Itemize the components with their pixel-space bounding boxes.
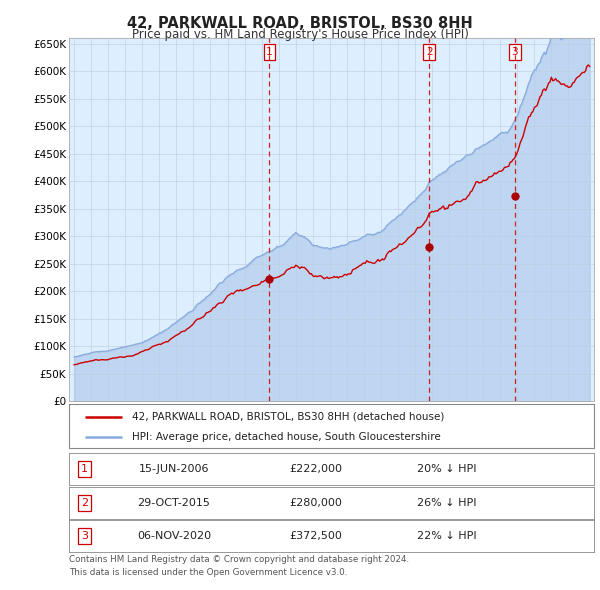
Text: 06-NOV-2020: 06-NOV-2020 [137,532,211,541]
Text: Price paid vs. HM Land Registry's House Price Index (HPI): Price paid vs. HM Land Registry's House … [131,28,469,41]
Text: 1: 1 [266,47,273,57]
Text: 26% ↓ HPI: 26% ↓ HPI [417,498,477,507]
Text: 3: 3 [511,47,518,57]
Text: This data is licensed under the Open Government Licence v3.0.: This data is licensed under the Open Gov… [69,568,347,577]
Text: 42, PARKWALL ROAD, BRISTOL, BS30 8HH: 42, PARKWALL ROAD, BRISTOL, BS30 8HH [127,16,473,31]
Text: 15-JUN-2006: 15-JUN-2006 [139,464,209,474]
Text: 1: 1 [81,464,88,474]
Text: £280,000: £280,000 [289,498,342,507]
Text: HPI: Average price, detached house, South Gloucestershire: HPI: Average price, detached house, Sout… [132,432,441,442]
Text: 20% ↓ HPI: 20% ↓ HPI [417,464,477,474]
Text: 2: 2 [426,47,433,57]
Text: £372,500: £372,500 [289,532,342,541]
Text: 3: 3 [81,532,88,541]
Text: 2: 2 [81,498,88,507]
Text: 22% ↓ HPI: 22% ↓ HPI [417,532,477,541]
Text: 29-OCT-2015: 29-OCT-2015 [137,498,211,507]
Text: Contains HM Land Registry data © Crown copyright and database right 2024.: Contains HM Land Registry data © Crown c… [69,555,409,564]
Text: £222,000: £222,000 [289,464,342,474]
Text: 42, PARKWALL ROAD, BRISTOL, BS30 8HH (detached house): 42, PARKWALL ROAD, BRISTOL, BS30 8HH (de… [132,412,445,421]
